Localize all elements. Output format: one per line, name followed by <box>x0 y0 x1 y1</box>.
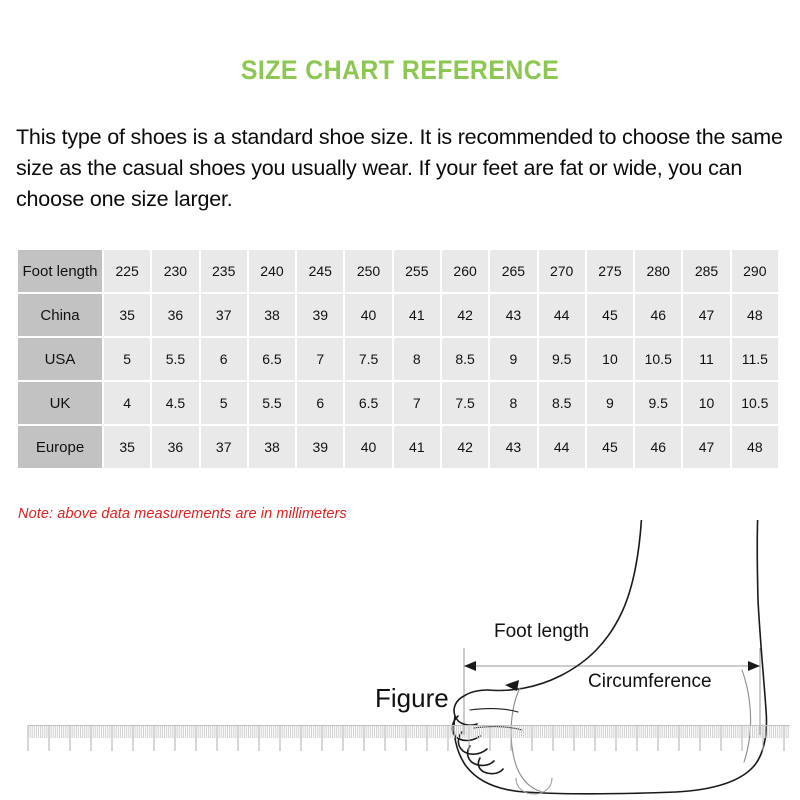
table-cell: 36 <box>152 426 199 468</box>
table-cell: 43 <box>490 426 537 468</box>
table-cell: 10.5 <box>731 382 778 424</box>
table-cell: 48 <box>731 426 778 468</box>
table-cell: 5 <box>200 382 247 424</box>
table-cell: 48 <box>731 294 778 336</box>
table-cell: 45 <box>586 294 634 336</box>
table-cell: 35 <box>104 426 151 468</box>
table-cell: 40 <box>345 426 392 468</box>
row-header-foot-length: Foot length <box>18 250 102 292</box>
table-cell: 37 <box>200 426 247 468</box>
foot-illustration: Foot length Circumference <box>451 520 768 795</box>
table-cell: 10.5 <box>635 338 682 380</box>
table-cell: 5 <box>104 338 151 380</box>
table-cell: 40 <box>345 294 392 336</box>
table-cell: 285 <box>683 250 730 292</box>
table-cell: 225 <box>104 250 151 292</box>
table-cell: 275 <box>586 250 634 292</box>
table-cell: 255 <box>393 250 440 292</box>
page-title: SIZE CHART REFERENCE <box>240 55 560 85</box>
table-cell: 6 <box>200 338 247 380</box>
table-cell: 4.5 <box>152 382 199 424</box>
table-cell: 39 <box>297 426 344 468</box>
table-cell: 43 <box>490 294 537 336</box>
foot-length-measure <box>463 648 761 735</box>
table-cell: 46 <box>635 426 682 468</box>
table-cell: 8.5 <box>538 382 585 424</box>
table-cell: 9 <box>586 382 634 424</box>
table-cell: 235 <box>200 250 247 292</box>
table-cell: 37 <box>200 294 247 336</box>
table-cell: 7 <box>297 338 344 380</box>
ruler-strip <box>27 725 790 751</box>
table-cell: 47 <box>683 294 730 336</box>
table-cell: 240 <box>248 250 296 292</box>
table-cell: 42 <box>441 294 489 336</box>
row-header-usa: USA <box>18 338 102 380</box>
row-header-china: China <box>18 294 102 336</box>
table-cell: 9.5 <box>635 382 682 424</box>
table-cell: 10 <box>683 382 730 424</box>
table-cell: 11.5 <box>731 338 778 380</box>
size-chart-table: Foot length 225 230 235 240 245 250 255 260 265 27… <box>16 248 780 470</box>
table-cell: 8 <box>393 338 440 380</box>
table-cell: 41 <box>393 294 440 336</box>
table-cell: 47 <box>683 426 730 468</box>
figure-label: Figure <box>375 683 449 713</box>
table-cell: 44 <box>538 294 585 336</box>
table-cell: 44 <box>538 426 585 468</box>
table-cell: 4 <box>104 382 151 424</box>
table-cell: 10 <box>586 338 634 380</box>
table-cell: 7.5 <box>345 338 392 380</box>
table-cell: 245 <box>297 250 344 292</box>
table-row: Europe 35 36 37 38 39 40 41 42 43 44 45 46 47 48 <box>18 426 778 468</box>
table-row: China 35 36 37 38 39 40 41 42 43 44 45 46 47 48 <box>18 294 778 336</box>
ruler-ticks <box>27 725 790 751</box>
size-chart-body: Foot length 225 230 235 240 245 250 255 260 265 27… <box>18 250 778 468</box>
table-cell: 7.5 <box>441 382 489 424</box>
foot-length-label: Foot length <box>494 621 589 642</box>
table-cell: 35 <box>104 294 151 336</box>
table-cell: 38 <box>248 294 296 336</box>
table-cell: 265 <box>490 250 537 292</box>
table-cell: 5.5 <box>152 338 199 380</box>
measure-arrow-inner-icon <box>505 680 519 691</box>
table-cell: 270 <box>538 250 585 292</box>
table-cell: 250 <box>345 250 392 292</box>
circumference-label: Circumference <box>588 671 712 692</box>
table-cell: 8 <box>490 382 537 424</box>
foot-outline <box>451 520 768 795</box>
table-cell: 260 <box>441 250 489 292</box>
table-cell: 290 <box>731 250 778 292</box>
table-cell: 9.5 <box>538 338 585 380</box>
row-header-uk: UK <box>18 382 102 424</box>
measure-arrow-left-icon <box>464 661 476 671</box>
table-cell: 46 <box>635 294 682 336</box>
row-header-europe: Europe <box>18 426 102 468</box>
foot-diagram: Figure Foot length Circumference <box>0 520 800 800</box>
table-cell: 45 <box>586 426 634 468</box>
table-row: UK 4 4.5 5 5.5 6 6.5 7 7.5 8 8.5 9 9.5 10 10.5 <box>18 382 778 424</box>
table-cell: 5.5 <box>248 382 296 424</box>
table-row: USA 5 5.5 6 6.5 7 7.5 8 8.5 9 9.5 10 10.5 11 11.5 <box>18 338 778 380</box>
table-cell: 11 <box>683 338 730 380</box>
table-cell: 38 <box>248 426 296 468</box>
table-cell: 280 <box>635 250 682 292</box>
table-cell: 39 <box>297 294 344 336</box>
table-cell: 6.5 <box>345 382 392 424</box>
table-cell: 8.5 <box>441 338 489 380</box>
table-cell: 42 <box>441 426 489 468</box>
table-cell: 230 <box>152 250 199 292</box>
units-note: Note: above data measurements are in mil… <box>18 506 347 522</box>
table-row: Foot length 225 230 235 240 245 250 255 260 265 27… <box>18 250 778 292</box>
table-cell: 7 <box>393 382 440 424</box>
intro-paragraph: This type of shoes is a standard shoe si… <box>16 125 783 211</box>
table-cell: 6.5 <box>248 338 296 380</box>
table-cell: 41 <box>393 426 440 468</box>
measure-arrow-right-icon <box>748 661 760 671</box>
table-cell: 9 <box>490 338 537 380</box>
table-cell: 36 <box>152 294 199 336</box>
table-cell: 6 <box>297 382 344 424</box>
